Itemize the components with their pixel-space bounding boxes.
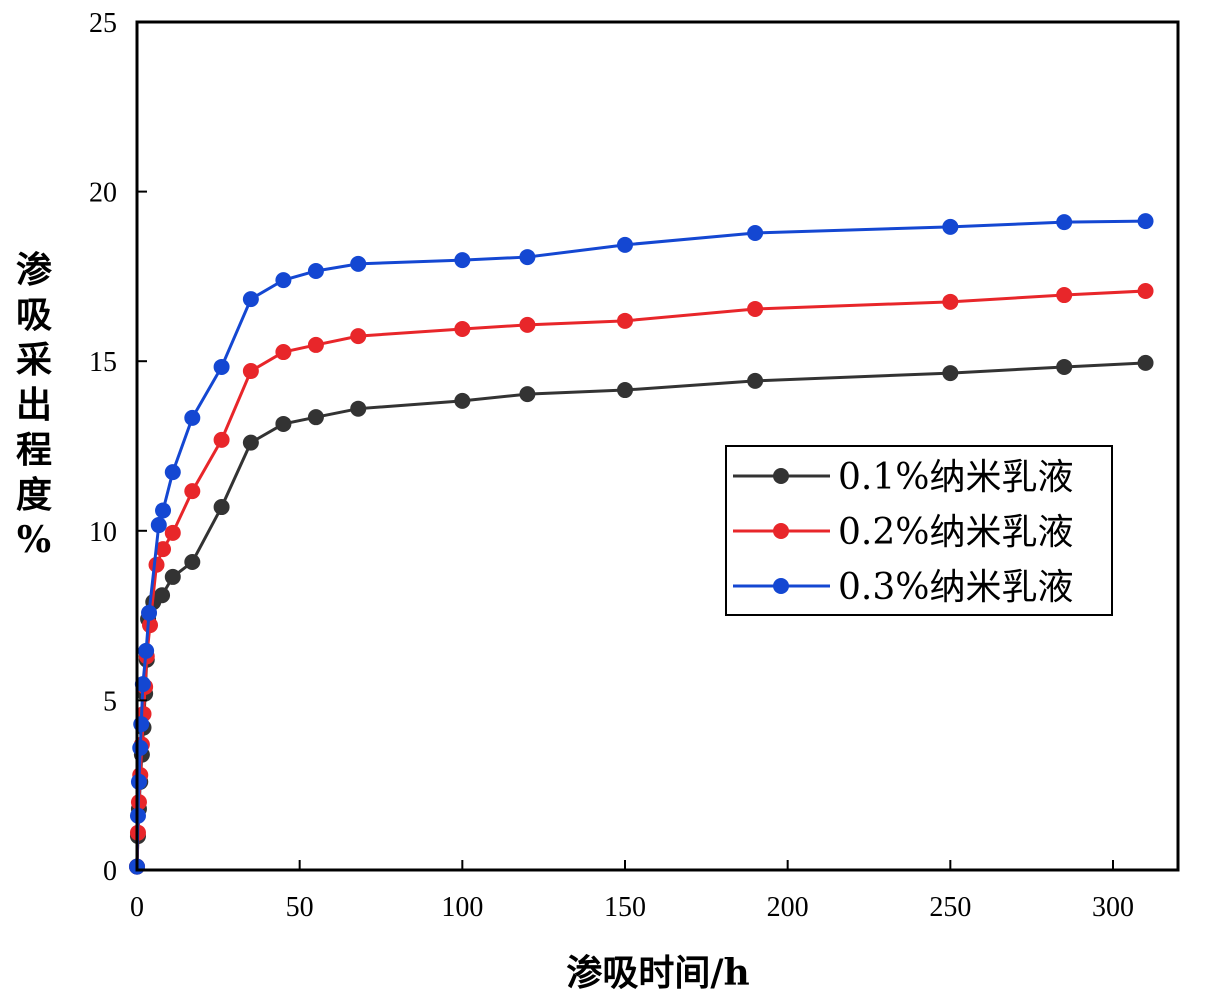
data-point (164, 464, 181, 481)
data-point (617, 312, 633, 329)
data-point (1056, 214, 1073, 231)
data-point (138, 642, 155, 659)
data-point (617, 236, 633, 253)
legend-label: 0.2%纳米乳液 (838, 512, 1073, 553)
data-point (747, 224, 764, 241)
data-point (1137, 213, 1154, 230)
data-point (242, 291, 259, 308)
x-tick-label: 300 (1092, 892, 1134, 923)
x-tick-label: 250 (929, 892, 971, 923)
data-point (155, 541, 172, 558)
data-point (617, 382, 633, 399)
data-point (155, 502, 172, 519)
data-point (184, 483, 201, 500)
data-point (350, 400, 367, 417)
data-point (307, 336, 324, 353)
data-point (747, 372, 764, 389)
data-point (350, 255, 367, 272)
data-point (1137, 354, 1154, 371)
data-point (307, 262, 324, 279)
data-point (942, 365, 959, 382)
data-point (519, 386, 536, 403)
legend-label: 0.1%纳米乳液 (838, 457, 1073, 498)
y-tick-label: 15 (89, 347, 117, 378)
x-tick-label: 0 (130, 892, 144, 923)
x-tick-label: 100 (441, 892, 483, 923)
data-point (275, 344, 292, 361)
data-point (141, 604, 158, 621)
legend-item: 0.3%纳米乳液 (733, 567, 1073, 608)
data-point (130, 773, 147, 790)
data-point (184, 554, 201, 571)
data-point (454, 320, 471, 337)
data-point (213, 358, 230, 375)
legend-marker (773, 468, 789, 484)
data-point (519, 316, 536, 333)
data-point (132, 739, 149, 756)
legend-item: 0.2%纳米乳液 (733, 512, 1073, 553)
plot-frame (135, 20, 1180, 872)
y-axis-label: 渗吸采出程度% (16, 249, 52, 561)
data-point (213, 431, 230, 448)
y-tick-label: 25 (89, 8, 117, 39)
data-point (747, 300, 764, 317)
y-tick-label: 0 (103, 856, 117, 887)
x-tick-label: 200 (767, 892, 809, 923)
data-point (242, 363, 259, 380)
data-point (184, 409, 201, 426)
data-point (134, 676, 151, 693)
data-point (275, 272, 292, 289)
y-tick-label: 20 (89, 178, 117, 209)
y-tick-label: 5 (103, 686, 117, 717)
y-tick-label: 10 (89, 517, 117, 548)
legend-label: 0.3%纳米乳液 (838, 567, 1073, 608)
data-point (454, 392, 471, 409)
x-tick-label: 50 (286, 892, 314, 923)
x-tick-label: 150 (604, 892, 646, 923)
data-point (1056, 358, 1073, 375)
data-point (1137, 282, 1154, 299)
legend-item: 0.1%纳米乳液 (733, 457, 1073, 498)
series-3 (129, 213, 1154, 875)
data-point (307, 409, 324, 426)
legend-marker (773, 578, 789, 594)
data-point (150, 517, 167, 534)
data-point (142, 617, 159, 634)
data-point (164, 568, 181, 585)
data-point (164, 524, 181, 541)
data-point (519, 249, 536, 266)
data-point (213, 499, 230, 516)
legend: 0.1%纳米乳液 0.2%纳米乳液 0.3%纳米乳液 (725, 445, 1113, 616)
data-point (942, 218, 959, 235)
x-axis-label: 渗吸时间/h (566, 952, 749, 994)
data-point (942, 293, 959, 310)
data-point (242, 434, 259, 451)
data-point (154, 587, 171, 604)
data-point (454, 252, 471, 269)
data-point (148, 556, 165, 573)
data-point (350, 328, 367, 345)
data-point (1056, 287, 1073, 304)
legend-marker (773, 523, 789, 539)
data-point (275, 415, 292, 432)
